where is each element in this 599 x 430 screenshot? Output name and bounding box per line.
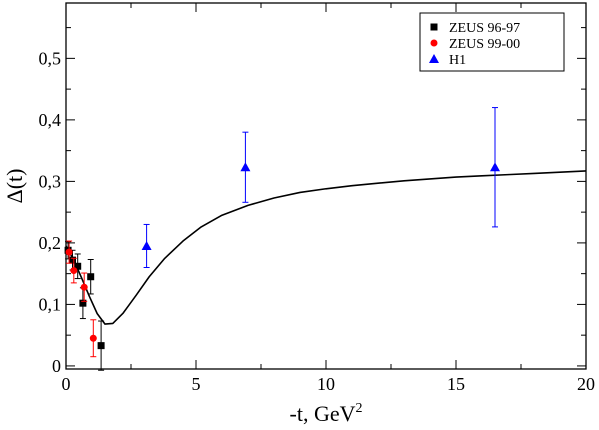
data-point [141,240,152,250]
ticks-layer: 0 5 10 15 20 0 0,1 0,2 0,3 0,4 0,5 [39,3,595,394]
y-axis-title: Δ(t) [2,169,27,204]
legend-label: H1 [449,53,466,68]
data-point [240,162,251,172]
y-tick-label: 0,3 [39,171,62,191]
x-tick-label: 20 [577,374,595,394]
legend-marker [430,23,438,31]
data-point [65,248,73,256]
x-tick-label: 0 [62,374,71,394]
x-tick-label: 5 [192,374,201,394]
data-point [89,334,97,342]
data-points-layer [64,107,500,371]
data-point [80,283,88,291]
y-tick-label: 0 [52,356,61,376]
data-point [87,273,95,281]
data-point [74,262,82,270]
legend-marker [429,54,439,63]
x-axis-title: -t, GeV2 [290,401,363,426]
y-tick-label: 0,5 [39,48,62,68]
series-square [64,241,105,371]
y-tick-label: 0,1 [39,294,62,314]
x-tick-label: 10 [317,374,335,394]
model-curve-layer [65,170,587,325]
data-point [70,267,78,275]
legend-label: ZEUS 99-00 [449,37,520,52]
data-point [69,256,76,264]
series-triangle [141,107,500,269]
legend-marker [430,39,438,47]
data-point [79,299,87,307]
series-circle [65,240,97,358]
data-point [97,342,105,350]
x-axis-title-superscript: 2 [355,401,362,416]
legend-label: ZEUS 96-97 [449,21,520,36]
y-tick-label: 0,2 [39,233,62,253]
model-curve [65,170,587,325]
x-tick-label: 15 [447,374,465,394]
legend-box [419,12,565,72]
x-axis-title-text: -t, GeV [290,401,356,426]
data-point [490,162,500,172]
y-tick-label: 0,4 [39,110,62,130]
